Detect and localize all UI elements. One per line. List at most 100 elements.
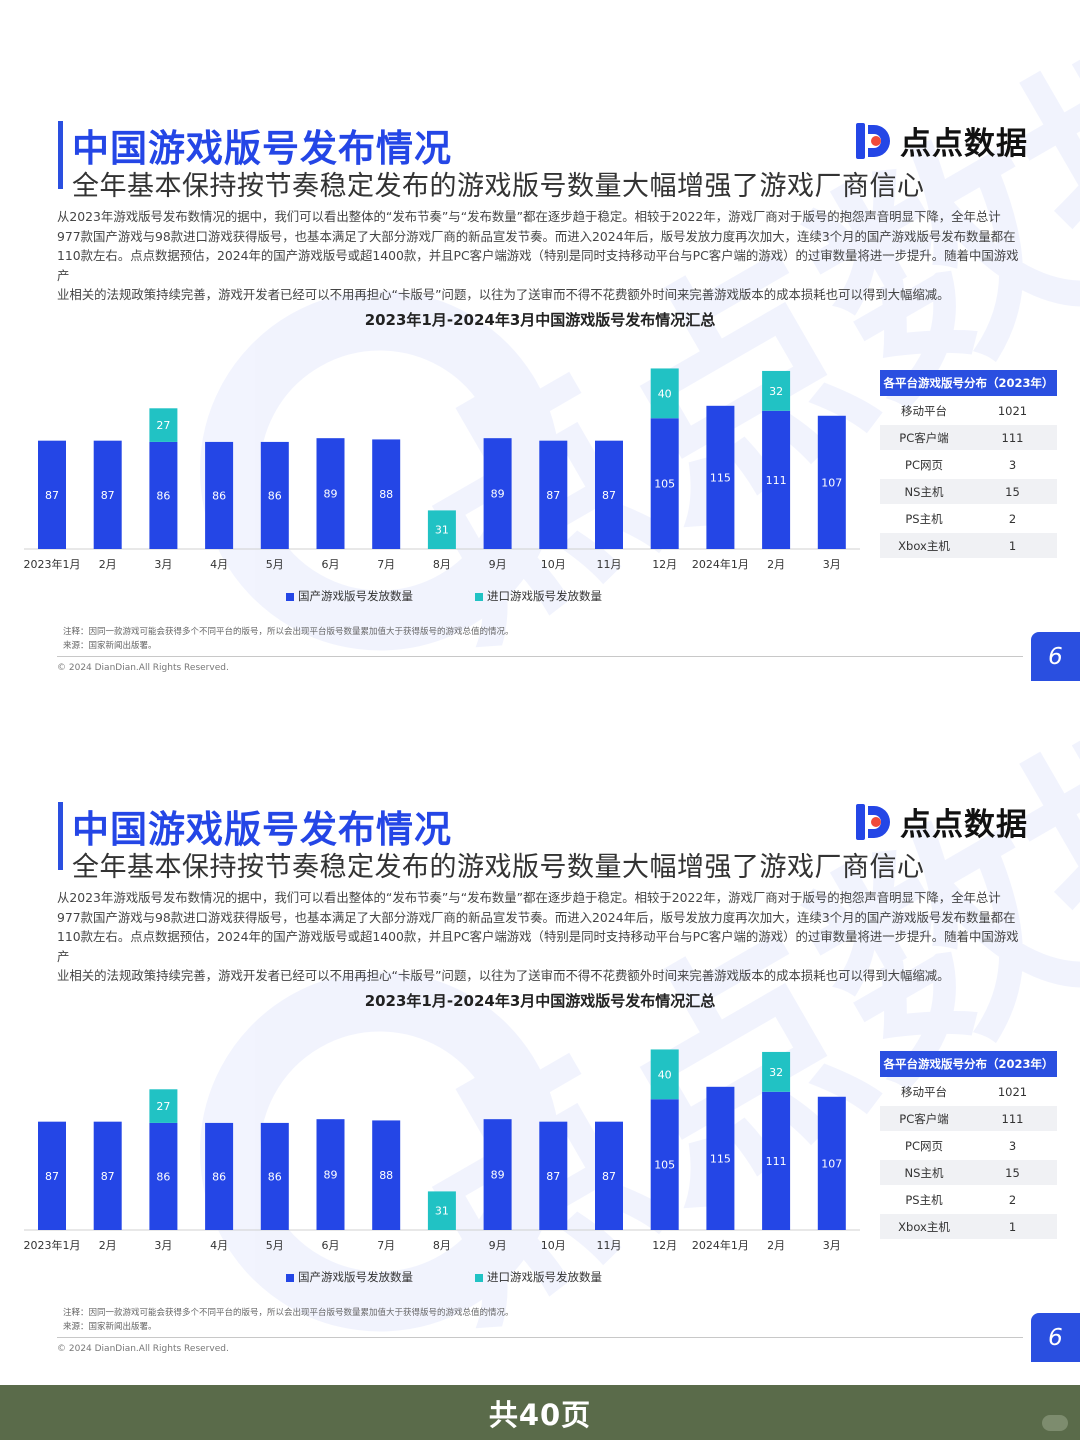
platform-name: NS主机 (904, 1165, 944, 1180)
intro-paragraph: 从2023年游戏版号发布数情况的据中，我们可以看出整体的“发布节奏”与“发布数量… (57, 207, 1025, 305)
chart-title: 2023年1月-2024年3月中国游戏版号发布情况汇总 (364, 992, 716, 1010)
platform-table-header: 各平台游戏版号分布（2023年） (880, 370, 1057, 396)
legend-item-domestic: 国产游戏版号发放数量 (286, 588, 413, 604)
platform-name: PC网页 (905, 457, 943, 472)
bar-value-label: 105 (654, 478, 675, 491)
bar-value-label: 86 (156, 1170, 170, 1183)
x-tick-label: 10月 (541, 1239, 566, 1252)
bar-value-label: 86 (156, 489, 170, 502)
platform-name: PC网页 (905, 1138, 943, 1153)
platform-row: Xbox主机 1 (880, 1214, 1057, 1239)
bar-value-label: 87 (602, 1170, 616, 1183)
platform-name: 移动平台 (901, 1084, 947, 1099)
platform-row: PC客户端 111 (880, 425, 1057, 450)
x-tick-label: 9月 (489, 558, 507, 571)
bar-value-label: 87 (45, 1170, 59, 1183)
bar-value-label: 86 (212, 489, 226, 502)
brand-logo: 点点数据 (854, 118, 1028, 163)
bar-domestic (205, 441, 234, 549)
x-tick-label: 3月 (154, 1239, 172, 1252)
bar-domestic (93, 440, 122, 549)
logo-text: 点点数据 (900, 807, 1028, 843)
bar-value-label: 32 (769, 385, 783, 398)
bar-value-label: 107 (821, 476, 842, 489)
x-tick-label: 2月 (767, 1239, 785, 1252)
platform-row: PS主机 2 (880, 1187, 1057, 1212)
x-tick-label: 4月 (210, 1239, 228, 1252)
legend-label-import: 进口游戏版号发放数量 (487, 589, 602, 603)
bar-domestic (595, 440, 623, 549)
bar-domestic (372, 1120, 401, 1230)
x-tick-label: 2023年1月 (24, 557, 81, 571)
bar-domestic (539, 1121, 568, 1230)
x-tick-label: 6月 (322, 558, 340, 571)
platform-value: 1021 (997, 403, 1028, 418)
x-tick-label: 6月 (322, 1239, 340, 1252)
platform-row: Xbox主机 1 (880, 533, 1057, 558)
bar-domestic (316, 1119, 345, 1230)
bar-domestic (706, 405, 735, 549)
x-tick-label: 5月 (266, 558, 284, 571)
chart-notes: 注释：因同一款游戏可能会获得多个不同平台的版号，所以会出现平台版号数量累加值大于… (63, 626, 514, 653)
x-tick-label: 4月 (210, 558, 228, 571)
platform-row: PC网页 3 (880, 452, 1057, 477)
bar-value-label: 87 (101, 489, 115, 502)
platform-value: 2 (1008, 511, 1017, 526)
platform-value: 1021 (997, 1084, 1028, 1099)
bar-domestic (706, 1086, 735, 1230)
bar-import (650, 1049, 679, 1100)
platform-value: 111 (1001, 1111, 1024, 1126)
page-number-badge: 6 (1031, 632, 1080, 681)
bar-domestic (38, 1121, 66, 1230)
bar-value-label: 31 (435, 524, 449, 537)
bar-domestic (817, 415, 846, 549)
x-tick-label: 2024年1月 (692, 557, 749, 571)
bar-value-label: 87 (546, 489, 560, 502)
x-tick-label: 10月 (541, 558, 566, 571)
platform-name: PS主机 (905, 511, 943, 526)
bar-domestic (316, 438, 345, 549)
bar-value-label: 89 (324, 488, 338, 501)
bar-chart: 87 2023年1月 87 2月 86 27 3月 86 4月 86 5月 89 6月 88 7月 31 8月 8… (24, 1049, 860, 1252)
platform-value: 111 (1001, 430, 1024, 445)
platform-value: 1 (1008, 538, 1017, 553)
bar-domestic (149, 1122, 178, 1230)
platform-name: Xbox主机 (898, 1219, 950, 1234)
x-tick-label: 5月 (266, 1239, 284, 1252)
x-tick-label: 11月 (597, 1239, 622, 1252)
bar-domestic (650, 1099, 679, 1230)
bar-chart: 87 2023年1月 87 2月 86 27 3月 86 4月 86 5月 89 6月 88 7月 31 8月 8… (24, 368, 860, 571)
bar-value-label: 86 (268, 1170, 282, 1183)
x-tick-label: 7月 (377, 558, 395, 571)
bar-domestic (483, 438, 512, 549)
bar-value-label: 111 (766, 474, 787, 487)
title-accent-bar (58, 121, 63, 189)
bar-value-label: 40 (658, 387, 672, 400)
x-tick-label: 2023年1月 (24, 1238, 81, 1252)
paragraph-line: 从2023年游戏版号发布数情况的据中，我们可以看出整体的“发布节奏”与“发布数量… (57, 890, 1001, 905)
copyright: © 2024 DianDian.All Rights Reserved. (57, 1344, 229, 1354)
bar-domestic (817, 1096, 846, 1230)
chart-title: 2023年1月-2024年3月中国游戏版号发布情况汇总 (364, 311, 716, 329)
bar-domestic (93, 1121, 122, 1230)
bar-domestic (762, 1091, 791, 1230)
bar-domestic (38, 440, 66, 549)
paragraph-line: 110款左右。点点数据预估，2024年的国产游戏版号或超1400款，并且PC客户… (57, 248, 1019, 283)
bar-value-label: 115 (710, 471, 731, 484)
note-text: 注释：因同一款游戏可能会获得多个不同平台的版号，所以会出现平台版号数量累加值大于… (63, 1308, 514, 1318)
bar-import (762, 370, 791, 411)
bar-value-label: 89 (324, 1169, 338, 1182)
bar-value-label: 86 (268, 489, 282, 502)
paragraph-line: 977款国产游戏与98款进口游戏获得版号，也基本满足了大部分游戏厂商的新品宣发节… (57, 228, 1016, 244)
intro-paragraph: 从2023年游戏版号发布数情况的据中，我们可以看出整体的“发布节奏”与“发布数量… (57, 888, 1025, 986)
legend-item-import: 进口游戏版号发放数量 (475, 1269, 602, 1285)
note-text: 注释：因同一款游戏可能会获得多个不同平台的版号，所以会出现平台版号数量累加值大于… (63, 627, 514, 637)
report-slide: 点点数据 中国游戏版号发布情况 全年基本保持按节奏稳定发布的游戏版号数量大幅增强… (0, 0, 1080, 681)
platform-value: 15 (1005, 484, 1020, 499)
bar-import (149, 408, 178, 442)
platform-row: NS主机 15 (880, 1160, 1057, 1185)
platform-name: PS主机 (905, 1192, 943, 1207)
brand-logo: 点点数据 (854, 799, 1028, 844)
bar-value-label: 32 (769, 1066, 783, 1079)
chart-notes: 注释：因同一款游戏可能会获得多个不同平台的版号，所以会出现平台版号数量累加值大于… (63, 1307, 514, 1334)
